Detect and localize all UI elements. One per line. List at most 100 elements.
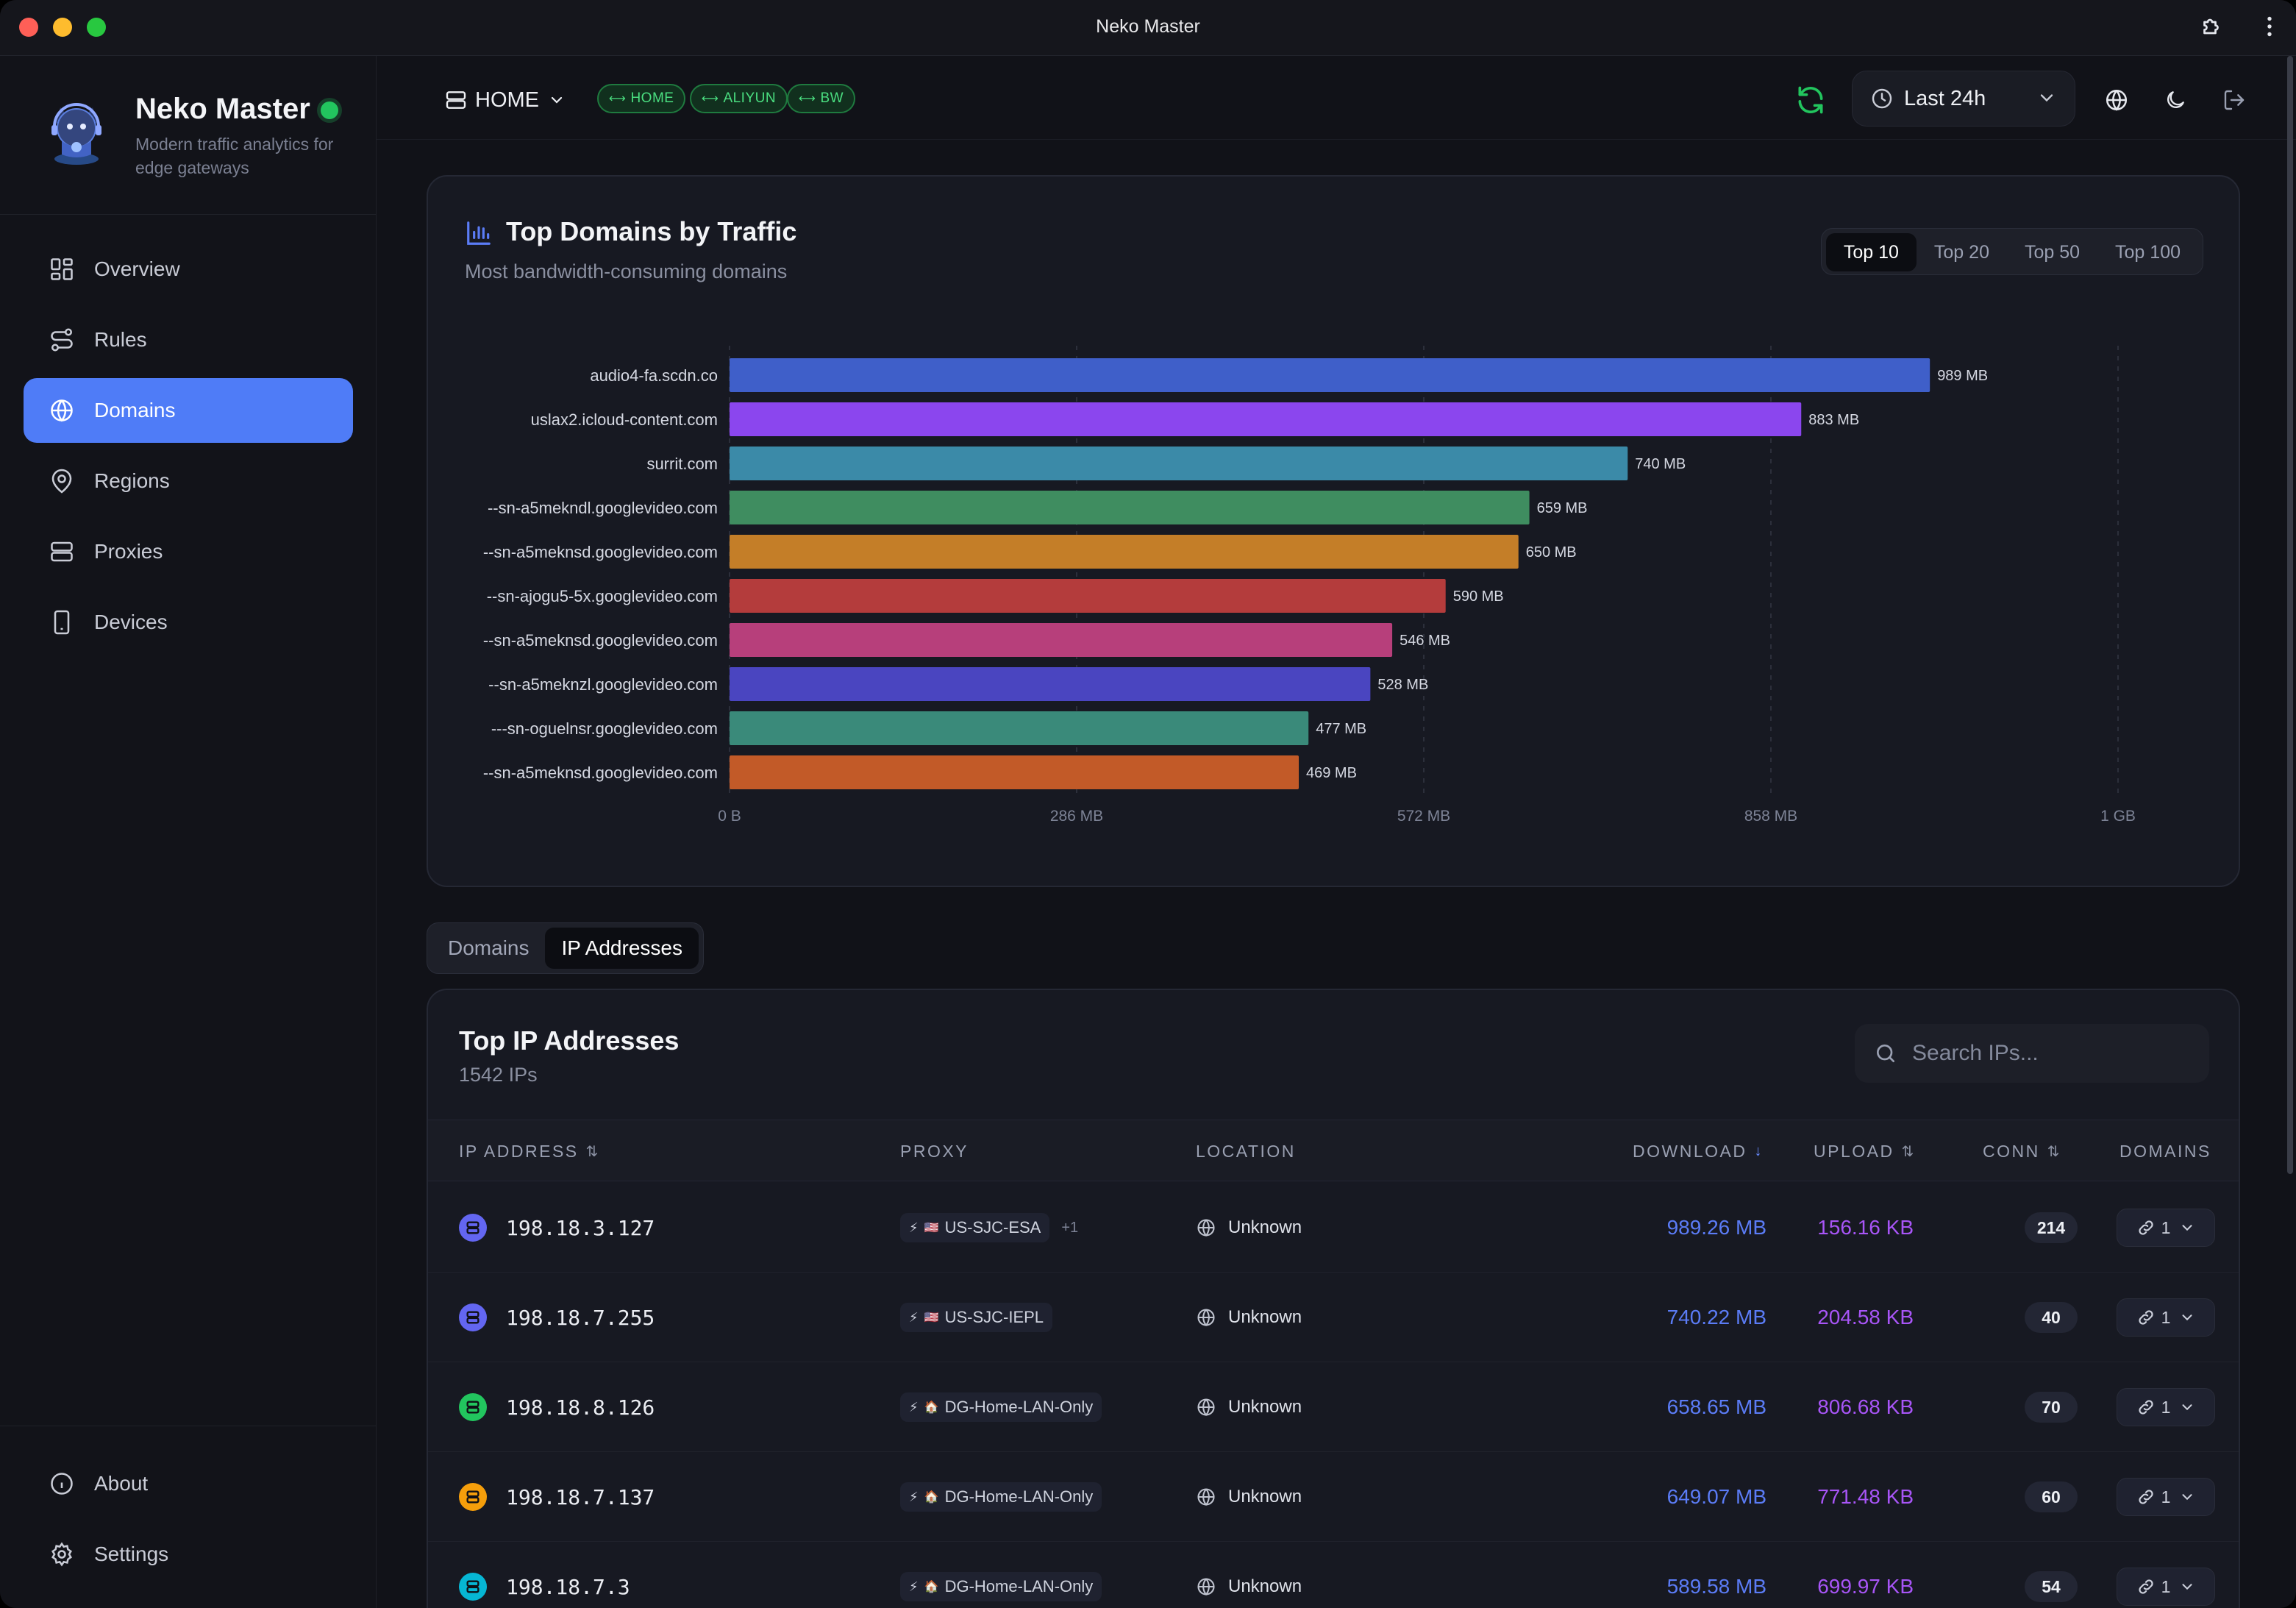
proxy-badge[interactable]: ⚡ 🏠 DG-Home-LAN-Only <box>900 1482 1102 1512</box>
value-label: 546 MB <box>1400 633 1450 649</box>
category-label: surrit.com <box>646 455 718 473</box>
bar <box>730 623 1393 657</box>
extension-icon[interactable] <box>2199 13 2225 40</box>
more-vertical-icon[interactable] <box>2256 13 2283 40</box>
chevron-down-icon <box>2182 1225 2192 1231</box>
close-window-button[interactable] <box>19 18 38 37</box>
download-cell: 740.22 MB <box>1667 1273 1766 1362</box>
download-cell: 989.26 MB <box>1667 1183 1766 1273</box>
sidebar-item-devices[interactable]: Devices <box>24 590 353 655</box>
value-label: 469 MB <box>1306 765 1357 781</box>
gateway-select[interactable]: HOME <box>444 82 573 118</box>
more-proxies-count[interactable]: +1 <box>1061 1219 1079 1236</box>
chart-title: Top Domains by Traffic <box>506 216 797 246</box>
column-header-download[interactable]: DOWNLOAD ↓ <box>1633 1120 1761 1182</box>
sort-desc-icon: ↓ <box>1754 1142 1762 1159</box>
value-label: 650 MB <box>1526 544 1577 561</box>
top-10-button[interactable]: Top 10 <box>1825 233 1917 271</box>
domains-expand-button[interactable]: 1 <box>2117 1209 2215 1247</box>
bar-chart-icon <box>467 221 491 245</box>
x-tick-label: 0 B <box>718 808 741 825</box>
location-cell: Unknown <box>1196 1362 1302 1452</box>
zap-icon: ⚡ <box>909 1309 919 1325</box>
top-bar: HOME ⟷ HOME ⟷ ALIYUN ⟷ BW Last 24h <box>377 56 2296 140</box>
category-label: --sn-a5meknzl.googlevideo.com <box>488 675 718 694</box>
sidebar-item-overview[interactable]: Overview <box>24 237 353 302</box>
sidebar-item-rules[interactable]: Rules <box>24 307 353 372</box>
backend-chip-bw[interactable]: ⟷ BW <box>787 84 856 113</box>
bar <box>730 579 1446 613</box>
sidebar-item-proxies[interactable]: Proxies <box>24 519 353 584</box>
proxy-badge[interactable]: ⚡ 🇺🇸 US-SJC-IEPL <box>900 1303 1053 1332</box>
tab-domains[interactable]: Domains <box>448 936 530 959</box>
zoom-window-button[interactable] <box>87 18 106 37</box>
table-row[interactable]: 198.18.7.137 ⚡ 🏠 DG-Home-LAN-Only Unknown 649… <box>428 1452 2239 1542</box>
sidebar-item-label: Devices <box>94 611 168 633</box>
backend-chip-label: BW <box>820 90 844 106</box>
value-label: 883 MB <box>1808 412 1859 428</box>
clock-icon <box>1872 88 1892 109</box>
time-range-select[interactable]: Last 24h <box>1852 71 2075 127</box>
sidebar-item-settings[interactable]: Settings <box>24 1522 353 1587</box>
upload-cell: 699.97 KB <box>1817 1542 1914 1608</box>
x-tick-label: 572 MB <box>1397 808 1450 825</box>
globe-icon <box>1197 1398 1215 1417</box>
proxy-badge[interactable]: ⚡ 🏠 DG-Home-LAN-Only <box>900 1572 1102 1601</box>
location-text: Unknown <box>1228 1397 1302 1417</box>
upload-value: 806.68 KB <box>1817 1395 1914 1418</box>
domains-expand-button[interactable]: 1 <box>2117 1568 2215 1606</box>
table-header: IP ADDRESS ⇅ PROXY LOCATION DOWNLOAD ↓ UPL… <box>428 1120 2239 1181</box>
bar <box>730 535 1519 569</box>
scrollbar-thumb[interactable] <box>2287 56 2293 1174</box>
top-ip-addresses-card: Top IP Addresses 1542 IPs IP ADDRESS ⇅ PR… <box>427 989 2240 1608</box>
backend-chip-home[interactable]: ⟷ HOME <box>597 84 686 113</box>
proxy-cell: ⚡ 🏠 DG-Home-LAN-Only <box>900 1452 1102 1542</box>
domains-expand-button[interactable]: 1 <box>2117 1298 2215 1337</box>
sort-icon: ⇅ <box>1901 1143 1914 1160</box>
proxy-badge[interactable]: ⚡ 🏠 DG-Home-LAN-Only <box>900 1392 1102 1422</box>
proxy-flag: 🏠 <box>924 1491 939 1504</box>
x-tick-label: 858 MB <box>1744 808 1797 825</box>
column-header-ip[interactable]: IP ADDRESS ⇅ <box>459 1120 598 1182</box>
conn-cell: 40 <box>2002 1273 2100 1362</box>
zap-icon: ⚡ <box>909 1489 919 1504</box>
table-title: Top IP Addresses <box>459 1025 680 1056</box>
theme-toggle-button[interactable] <box>2159 84 2192 116</box>
column-header-conn[interactable]: CONN ⇅ <box>1983 1120 2060 1182</box>
conn-cell: 60 <box>2002 1452 2100 1542</box>
domains-expand-button[interactable]: 1 <box>2117 1388 2215 1426</box>
column-header-upload[interactable]: UPLOAD ⇅ <box>1814 1120 1914 1182</box>
proxy-cell: ⚡ 🏠 DG-Home-LAN-Only <box>900 1542 1102 1608</box>
search-input[interactable] <box>1912 1041 2192 1066</box>
refresh-icon[interactable] <box>1794 84 1827 116</box>
top-20-button[interactable]: Top 20 <box>1933 241 1989 263</box>
sidebar-item-regions[interactable]: Regions <box>24 449 353 513</box>
location-cell: Unknown <box>1196 1183 1302 1273</box>
ip-address: 198.18.7.255 <box>506 1305 655 1330</box>
domains-expand-button[interactable]: 1 <box>2117 1478 2215 1516</box>
logout-button[interactable] <box>2218 84 2250 116</box>
top-50-button[interactable]: Top 50 <box>2024 241 2081 263</box>
sidebar-item-label: About <box>94 1472 149 1495</box>
proxy-cell: ⚡ 🏠 DG-Home-LAN-Only <box>900 1362 1102 1452</box>
backend-chip-aliyun[interactable]: ⟷ ALIYUN <box>690 84 788 113</box>
table-row[interactable]: 198.18.8.126 ⚡ 🏠 DG-Home-LAN-Only Unknown 658… <box>428 1362 2239 1452</box>
language-button[interactable] <box>2100 84 2133 116</box>
sidebar-item-about[interactable]: About <box>24 1451 353 1516</box>
category-label: uslax2.icloud-content.com <box>531 410 718 429</box>
minimize-window-button[interactable] <box>53 18 72 37</box>
sidebar-item-label: Settings <box>94 1543 169 1565</box>
scrollbar[interactable] <box>2286 56 2295 1174</box>
category-label: --sn-a5mekndl.googlevideo.com <box>488 499 718 517</box>
bar <box>730 711 1309 745</box>
proxy-badge[interactable]: ⚡ 🇺🇸 US-SJC-ESA <box>900 1213 1050 1242</box>
tab-ip-addresses[interactable]: IP Addresses <box>545 928 699 969</box>
table-row[interactable]: 198.18.3.127 ⚡ 🇺🇸 US-SJC-ESA +1 Unknown 989.26… <box>428 1183 2239 1273</box>
table-row[interactable]: 198.18.7.3 ⚡ 🏠 DG-Home-LAN-Only Unknown 589.5… <box>428 1542 2239 1608</box>
top-100-button[interactable]: Top 100 <box>2115 241 2181 263</box>
ip-cell: 198.18.7.137 <box>459 1452 655 1542</box>
sidebar-item-domains[interactable]: Domains <box>24 378 353 443</box>
proxy-cell: ⚡ 🇺🇸 US-SJC-IEPL <box>900 1273 1053 1362</box>
proxy-flag: 🏠 <box>924 1581 939 1593</box>
table-row[interactable]: 198.18.7.255 ⚡ 🇺🇸 US-SJC-IEPL Unknown 740.22 … <box>428 1273 2239 1362</box>
